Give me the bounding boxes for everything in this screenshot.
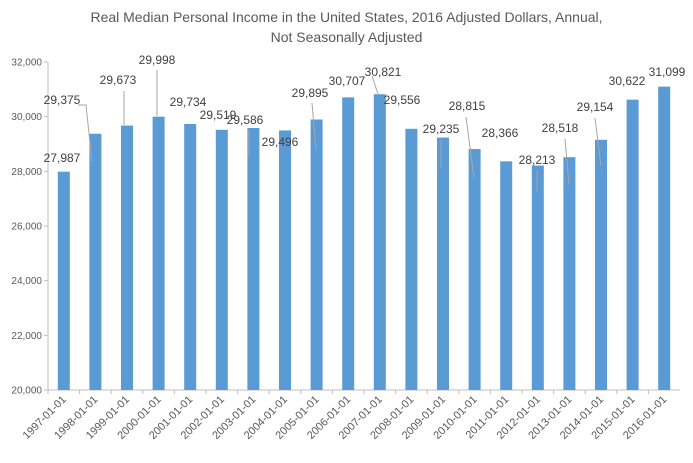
bar-2002-01-01 [215, 129, 228, 390]
data-label-2004-01-01: 29,496 [262, 135, 299, 149]
x-axis: 1997-01-011998-01-011999-01-012000-01-01… [21, 390, 669, 442]
bar-2009-01-01 [437, 137, 449, 390]
leader-line [371, 75, 379, 95]
y-tick-label: 24,000 [11, 276, 42, 287]
bar-2010-01-01 [468, 149, 481, 390]
data-label-2001-01-01: 29,734 [170, 95, 207, 109]
y-tick-label: 26,000 [11, 222, 42, 233]
y-tick-label: 30,000 [11, 112, 42, 123]
data-label-2016-01-01: 31,099 [649, 65, 686, 79]
data-label-2010-01-01: 28,815 [449, 99, 486, 113]
data-label-2005-01-01: 29,895 [292, 86, 329, 100]
leader-line [311, 102, 317, 151]
chart-subtitle: Not Seasonally Adjusted [271, 29, 423, 45]
bar-series [57, 86, 671, 391]
data-label-1998-01-01: 29,375 [44, 93, 81, 107]
y-tick-label: 20,000 [11, 386, 42, 397]
bar-2008-01-01 [405, 128, 418, 390]
bar-2006-01-01 [342, 97, 355, 390]
data-label-2012-01-01: 28,213 [519, 153, 556, 167]
data-label-2000-01-01: 29,998 [139, 53, 176, 67]
y-tick-label: 32,000 [11, 58, 42, 69]
bar-2015-01-01 [626, 99, 639, 390]
bar-1998-01-01 [89, 133, 102, 390]
leader-line [78, 104, 93, 163]
bar-2012-01-01 [531, 165, 544, 390]
bar-2011-01-01 [500, 161, 513, 390]
data-label-2009-01-01: 29,235 [423, 122, 460, 136]
bar-2005-01-01 [310, 119, 323, 390]
bar-2003-01-01 [247, 127, 260, 390]
data-label-2002-01-01: 29,519 [200, 108, 237, 122]
leader-line [594, 117, 602, 167]
y-tick-label: 22,000 [11, 331, 42, 342]
y-axis: 20,000 22,000 24,000 26,000 28,000 30,000 32,0… [11, 58, 48, 397]
leader-line [564, 138, 570, 186]
bar-1997-01-01 [57, 171, 70, 390]
bar-2000-01-01 [152, 116, 165, 390]
bar-2004-01-01 [279, 130, 291, 390]
bar-2013-01-01 [563, 157, 576, 390]
data-label-1999-01-01: 29,673 [100, 73, 137, 87]
bar-1999-01-01 [121, 125, 133, 390]
leader-line [465, 116, 475, 179]
bar-2001-01-01 [184, 123, 197, 391]
leader-lines [78, 70, 602, 191]
data-label-2014-01-01: 29,154 [577, 100, 614, 114]
data-label-2015-01-01: 30,622 [609, 74, 646, 88]
data-label-2003-01-01: 29,586 [227, 113, 264, 127]
bar-2016-01-01 [658, 86, 671, 391]
data-labels: 27,98729,37529,67329,99829,73429,51929,5… [44, 53, 686, 167]
data-label-1997-01-01: 27,987 [44, 151, 81, 165]
data-label-2007-01-01: 30,821 [365, 65, 402, 79]
y-tick-label: 28,000 [11, 167, 42, 178]
data-label-2013-01-01: 28,518 [542, 121, 579, 135]
bar-2014-01-01 [595, 139, 607, 390]
bar-2007-01-01 [373, 94, 386, 390]
data-label-2006-01-01: 30,707 [329, 74, 366, 88]
chart-title: Real Median Personal Income in the Unite… [90, 9, 602, 25]
data-label-2008-01-01: 29,556 [384, 93, 421, 107]
data-label-2011-01-01: 28,366 [482, 126, 519, 140]
